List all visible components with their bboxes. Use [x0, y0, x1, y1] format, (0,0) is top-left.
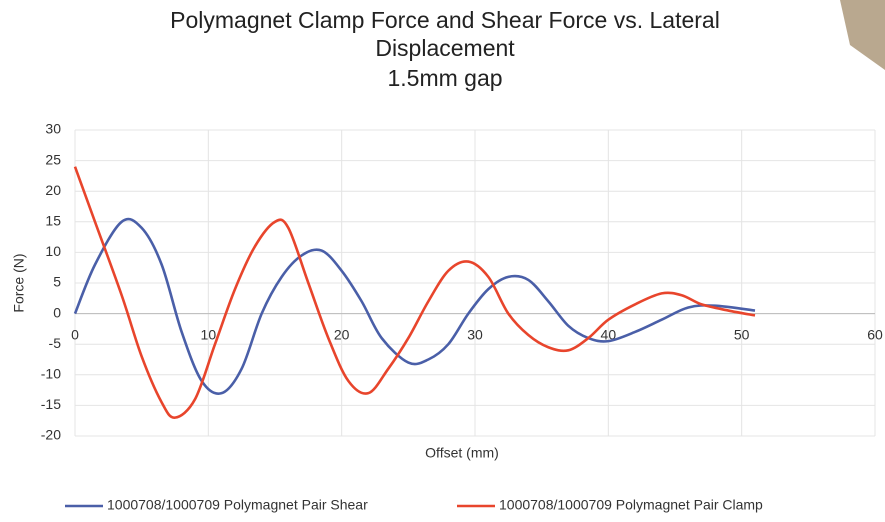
x-tick-label: 0	[71, 326, 79, 342]
y-tick-label: -5	[49, 335, 62, 351]
y-tick-label: 30	[45, 121, 61, 137]
x-tick-label: 50	[734, 326, 750, 342]
y-tick-label: -20	[41, 427, 61, 443]
x-tick-label: 40	[601, 326, 617, 342]
series-line	[73, 166, 756, 419]
y-axis-label: Force (N)	[11, 253, 27, 312]
y-tick-label: 20	[45, 182, 61, 198]
x-tick-label: 30	[467, 326, 483, 342]
y-tick-label: 10	[45, 243, 61, 259]
y-tick-label: -10	[41, 366, 61, 382]
legend-label: 1000708/1000709 Polymagnet Pair Clamp	[499, 497, 763, 513]
x-axis-label: Offset (mm)	[425, 445, 499, 461]
chart-title: Displacement	[375, 35, 515, 61]
y-tick-label: 15	[45, 213, 61, 229]
photo-fragment	[840, 0, 885, 70]
y-tick-label: 0	[53, 304, 61, 320]
x-tick-label: 60	[867, 326, 883, 342]
chart-subtitle: 1.5mm gap	[387, 65, 502, 91]
y-tick-label: 5	[53, 274, 61, 290]
x-tick-label: 20	[334, 326, 350, 342]
y-tick-label: -15	[41, 396, 61, 412]
x-tick-label: 10	[201, 326, 217, 342]
y-tick-label: 25	[45, 151, 61, 167]
series-line	[73, 217, 756, 395]
legend-label: 1000708/1000709 Polymagnet Pair Shear	[107, 497, 368, 513]
chart-title: Polymagnet Clamp Force and Shear Force v…	[170, 7, 720, 33]
